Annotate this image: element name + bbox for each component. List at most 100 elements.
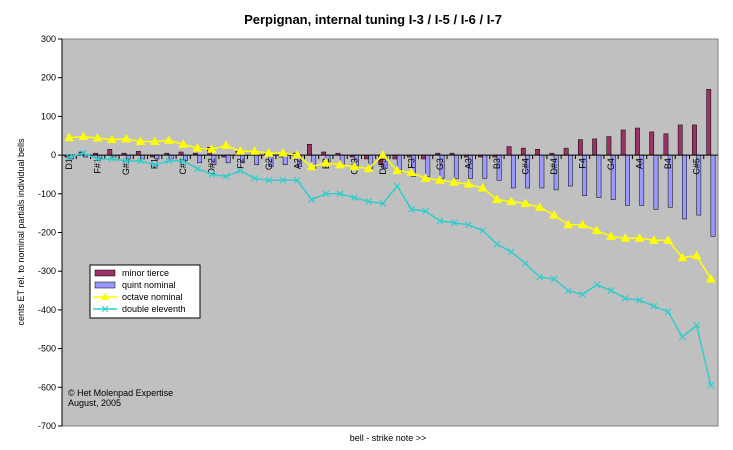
marker: [492, 194, 502, 204]
x-tick-label: G#1: [121, 158, 131, 175]
marker: [465, 221, 472, 229]
bar: [577, 139, 583, 156]
bar: [482, 154, 488, 179]
x-tick-label: D#2: [207, 158, 217, 175]
y-tick-label: -100: [38, 189, 56, 199]
x-axis-label: bell - strike note >>: [350, 433, 427, 443]
marker: [634, 233, 645, 242]
plot-area: [61, 38, 719, 427]
marker: [477, 182, 488, 192]
x-tick-label: C#2: [178, 158, 188, 175]
bar: [421, 154, 426, 160]
marker: [121, 133, 132, 143]
bar: [682, 154, 687, 220]
marker: [308, 196, 315, 204]
marker: [677, 252, 688, 262]
bar: [563, 147, 569, 156]
bar: [535, 149, 540, 156]
marker: [706, 273, 716, 283]
marker: [479, 227, 487, 234]
marker: [406, 167, 417, 177]
legend-label: octave nominal: [122, 292, 183, 302]
marker: [378, 150, 388, 159]
marker: [563, 219, 574, 229]
marker: [107, 134, 117, 144]
marker: [164, 135, 174, 144]
legend-swatch: [94, 269, 116, 277]
x-tick-label: A3: [463, 158, 473, 169]
marker: [379, 200, 387, 207]
bar: [254, 154, 260, 166]
legend-label: double eleventh: [122, 304, 186, 314]
bar: [677, 124, 683, 156]
bar: [539, 154, 545, 189]
y-tick-label: -600: [38, 382, 56, 392]
marker: [78, 131, 89, 141]
marker: [420, 173, 431, 182]
marker: [137, 157, 144, 165]
marker: [263, 148, 274, 157]
chart-title: Perpignan, internal tuning I-3 / I-5 / I…: [244, 12, 502, 27]
x-tick-label: F4: [578, 158, 588, 169]
marker: [620, 233, 631, 242]
marker: [278, 148, 288, 157]
legend-label: minor tierce: [122, 268, 169, 278]
bar: [606, 136, 612, 156]
marker: [449, 177, 460, 186]
legend-marker-shape: [101, 305, 109, 313]
marker: [648, 235, 659, 244]
marker: [663, 235, 673, 244]
marker: [194, 165, 201, 173]
bar: [392, 154, 398, 160]
annotation: August, 2005: [68, 398, 121, 408]
marker: [165, 157, 173, 165]
marker: [707, 381, 715, 389]
marker: [335, 159, 345, 169]
marker: [208, 171, 216, 178]
marker: [506, 196, 517, 206]
marker: [591, 225, 602, 235]
bar: [197, 154, 203, 164]
y-tick-label: -500: [38, 344, 56, 354]
y-tick-label: 300: [41, 34, 56, 44]
y-tick-label: -400: [38, 305, 56, 315]
marker: [149, 136, 160, 146]
marker: [236, 167, 244, 175]
x-tick-label: D1: [64, 158, 74, 170]
bar: [568, 154, 573, 187]
marker: [536, 273, 544, 281]
x-tick-label: D#4: [549, 158, 559, 175]
legend-label: quint nominal: [122, 280, 176, 290]
bar: [307, 144, 312, 156]
marker: [122, 157, 130, 165]
marker: [522, 260, 529, 267]
marker: [621, 294, 629, 302]
marker: [320, 157, 331, 167]
bar: [620, 129, 626, 156]
marker: [593, 281, 601, 289]
marker: [550, 275, 558, 283]
marker: [222, 172, 230, 180]
marker: [534, 202, 545, 211]
bar: [364, 154, 369, 160]
legend-swatch: [94, 281, 116, 289]
x-tick-label: F#1: [93, 158, 103, 174]
marker: [249, 146, 260, 155]
marker: [293, 176, 301, 184]
bar: [506, 146, 512, 156]
x-tick-label: A4: [635, 158, 645, 169]
marker: [206, 144, 217, 153]
y-tick-label: 0: [51, 150, 56, 160]
marker: [92, 133, 103, 142]
x-tick-label: C#4: [520, 158, 530, 175]
bar: [520, 147, 526, 156]
bar: [592, 138, 598, 156]
marker: [493, 240, 501, 248]
marker: [349, 161, 360, 171]
legend-marker: [101, 305, 109, 313]
marker: [265, 176, 273, 184]
x-tick-label: D#3: [378, 158, 388, 175]
x-tick-label: B1: [150, 158, 160, 169]
marker: [463, 179, 474, 188]
